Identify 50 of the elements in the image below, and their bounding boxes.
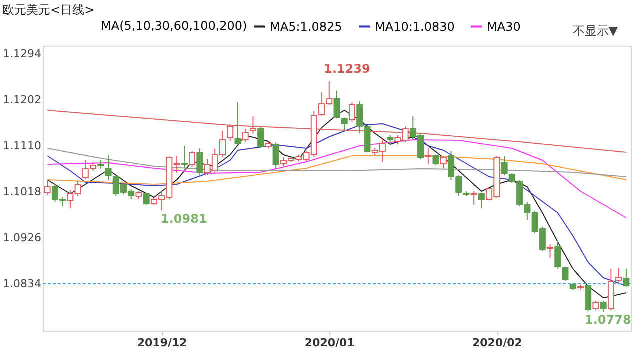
y-tick-label: 1.1018 — [3, 186, 42, 198]
annotation: 1.1239 — [324, 62, 370, 76]
candlestick — [554, 240, 562, 270]
candlestick — [501, 156, 508, 176]
candlestick — [425, 148, 432, 165]
text: 不显示▼ — [572, 24, 619, 38]
candlestick — [432, 154, 440, 166]
candlestick — [562, 266, 569, 282]
candlestick — [227, 124, 234, 142]
candlestick — [585, 284, 592, 312]
candlestick — [440, 156, 447, 169]
x-tick-label: 2020/02 — [472, 336, 522, 350]
legend-label: MA30 — [487, 20, 521, 34]
y-tick-label: 1.1294 — [3, 48, 42, 60]
candlestick — [348, 102, 356, 122]
line-series — [47, 110, 627, 153]
candlestick — [258, 126, 264, 148]
line-series — [47, 156, 627, 185]
annotation: 1.0778 — [585, 313, 632, 327]
y-tick-label: 1.0834 — [3, 278, 42, 290]
y-tick-label: 1.1110 — [3, 140, 42, 152]
candlestick — [250, 116, 256, 134]
candlestick — [341, 117, 348, 132]
candlestick — [623, 268, 630, 288]
candlestick — [196, 148, 204, 176]
legend-label: MA5:1.0825 — [270, 20, 342, 34]
annotation: 1.0981 — [161, 212, 208, 226]
line-series — [47, 148, 627, 178]
candlestick — [272, 142, 280, 169]
candlestick — [189, 151, 196, 168]
candlestick — [478, 192, 485, 209]
candlestick — [143, 192, 150, 206]
candlestick — [181, 146, 188, 172]
candlestick — [44, 180, 51, 196]
candlestick — [592, 300, 600, 311]
candlestick — [547, 244, 554, 258]
candlestick — [242, 128, 249, 142]
candlestick — [616, 268, 622, 282]
legend-label: MA10:1.0830 — [375, 20, 455, 34]
y-tick-label: 1.1202 — [3, 94, 42, 106]
x-tick-label: 2019/12 — [137, 336, 188, 350]
candlestick — [470, 191, 478, 206]
candlestick — [234, 102, 242, 145]
y-tick-label: 1.0926 — [3, 232, 42, 244]
x-tick-label: 2020/01 — [304, 336, 355, 350]
chart-title: 欧元美元<日线> — [2, 3, 95, 17]
candlestick — [105, 154, 112, 180]
legend-title: MA(5,10,30,60,100,200) — [101, 19, 248, 33]
candlestick — [334, 90, 340, 119]
candlestick — [600, 300, 607, 312]
